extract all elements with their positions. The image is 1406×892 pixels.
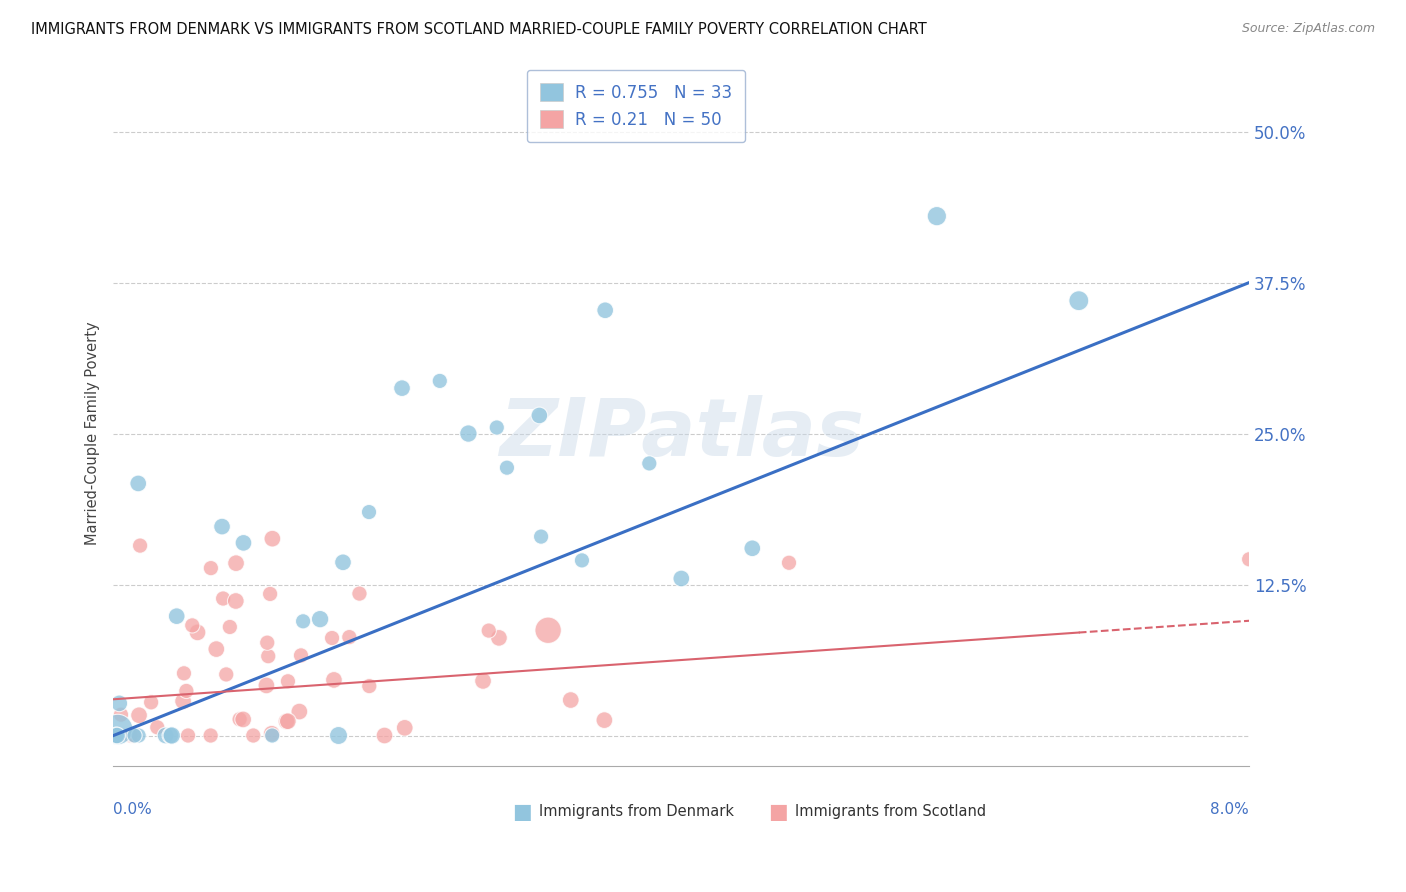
Point — [257, 649, 280, 664]
Point — [359, 679, 381, 693]
Point — [110, 707, 132, 722]
Point — [429, 374, 451, 388]
Point — [529, 409, 551, 423]
Point — [108, 697, 131, 711]
Point — [105, 729, 128, 743]
Point — [173, 666, 195, 681]
Point — [242, 729, 264, 743]
Point — [200, 729, 222, 743]
Point — [472, 673, 495, 688]
Point — [537, 624, 560, 638]
Text: ZIPatlas: ZIPatlas — [499, 394, 863, 473]
Text: 0.0%: 0.0% — [114, 802, 152, 817]
Point — [128, 708, 150, 723]
Point — [181, 618, 204, 632]
Point — [256, 635, 278, 649]
Point — [276, 714, 298, 729]
Point — [212, 591, 235, 606]
Point — [228, 712, 250, 726]
Point — [177, 729, 200, 743]
Point — [288, 705, 311, 719]
Point — [155, 729, 177, 743]
Point — [262, 532, 284, 546]
Point — [146, 720, 169, 734]
Point — [211, 519, 233, 533]
Point — [321, 631, 343, 645]
Point — [337, 630, 360, 644]
Point — [232, 713, 254, 727]
Point — [215, 667, 238, 681]
Point — [159, 729, 181, 743]
Point — [571, 553, 593, 567]
Point — [277, 674, 299, 689]
Point — [671, 572, 693, 586]
Point — [232, 536, 254, 550]
Point — [593, 303, 616, 318]
Point — [485, 420, 508, 434]
Point — [172, 694, 194, 708]
Legend: R = 0.755   N = 33, R = 0.21   N = 50: R = 0.755 N = 33, R = 0.21 N = 50 — [526, 70, 745, 142]
Point — [373, 729, 395, 743]
Point — [259, 587, 281, 601]
Text: ■: ■ — [512, 802, 533, 822]
Text: 8.0%: 8.0% — [1211, 802, 1249, 817]
Point — [160, 729, 183, 743]
Point — [254, 678, 277, 692]
Point — [166, 609, 188, 624]
Point — [176, 684, 198, 698]
Point — [225, 556, 247, 570]
Point — [560, 693, 582, 707]
Point — [122, 729, 145, 743]
Point — [328, 729, 350, 743]
Point — [323, 673, 346, 687]
Point — [120, 729, 142, 743]
Text: Source: ZipAtlas.com: Source: ZipAtlas.com — [1241, 22, 1375, 36]
Point — [260, 727, 283, 741]
Point — [778, 556, 800, 570]
Point — [225, 594, 247, 608]
Point — [1067, 293, 1090, 308]
Point — [128, 729, 150, 743]
Point — [105, 729, 128, 743]
Point — [200, 561, 222, 575]
Point — [357, 505, 380, 519]
Point — [332, 555, 354, 569]
Text: Immigrants from Scotland: Immigrants from Scotland — [794, 805, 986, 819]
Point — [1237, 552, 1260, 566]
Point — [391, 381, 413, 395]
Point — [290, 648, 312, 663]
Point — [139, 695, 162, 709]
Y-axis label: Married-Couple Family Poverty: Married-Couple Family Poverty — [86, 322, 100, 545]
Point — [124, 729, 146, 743]
Point — [309, 612, 332, 626]
Point — [457, 426, 479, 441]
Point — [925, 209, 948, 223]
Point — [277, 714, 299, 729]
Point — [205, 642, 228, 657]
Point — [127, 476, 149, 491]
Point — [496, 460, 519, 475]
Point — [262, 729, 284, 743]
Point — [218, 620, 240, 634]
Point — [741, 541, 763, 556]
Point — [394, 721, 416, 735]
Point — [488, 631, 510, 645]
Point — [349, 586, 371, 600]
Point — [107, 723, 129, 737]
Text: ■: ■ — [768, 802, 787, 822]
Text: IMMIGRANTS FROM DENMARK VS IMMIGRANTS FROM SCOTLAND MARRIED-COUPLE FAMILY POVERT: IMMIGRANTS FROM DENMARK VS IMMIGRANTS FR… — [31, 22, 927, 37]
Point — [593, 713, 616, 727]
Point — [186, 625, 208, 640]
Point — [638, 457, 661, 471]
Point — [129, 539, 152, 553]
Point — [530, 530, 553, 544]
Point — [478, 624, 501, 638]
Point — [292, 615, 315, 629]
Text: Immigrants from Denmark: Immigrants from Denmark — [540, 805, 734, 819]
